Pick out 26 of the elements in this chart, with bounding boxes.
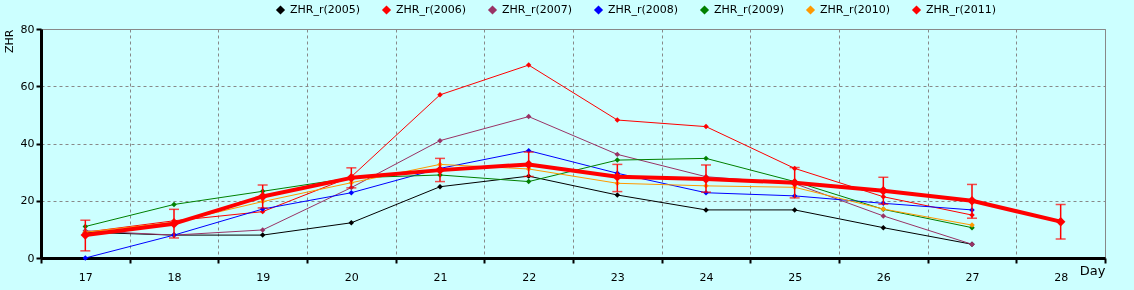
x-axis-title: Day [1079,262,1106,278]
y-tick-label: 60 [20,79,35,93]
legend-label: ZHR_r(2011) [926,2,997,16]
x-tick-label: 17 [78,270,93,284]
x-tick-label: 26 [876,270,891,284]
legend-label: ZHR_r(2007) [502,2,573,16]
legend-label: ZHR_r(2009) [714,2,785,16]
y-tick-label: 80 [20,22,35,36]
x-tick-label: 25 [788,270,803,284]
x-tick-label: 24 [699,270,714,284]
x-tick-label: 20 [344,270,359,284]
legend-label: ZHR_r(2006) [396,2,467,16]
legend-label: ZHR_r(2005) [290,2,361,16]
y-tick-label: 40 [20,137,35,150]
x-tick-label: 21 [433,270,448,284]
x-tick-label: 27 [965,270,980,284]
x-tick-label: 22 [522,270,537,284]
x-tick-label: 19 [256,270,271,284]
x-tick-label: 18 [167,270,182,284]
x-tick-label: 28 [1054,270,1069,284]
y-axis-title: ZHR [2,29,16,53]
legend-label: ZHR_r(2010) [820,2,891,16]
x-tick-label: 23 [610,270,625,284]
y-tick-label: 0 [27,251,35,265]
legend-label: ZHR_r(2008) [608,2,679,16]
y-tick-label: 20 [20,194,35,208]
